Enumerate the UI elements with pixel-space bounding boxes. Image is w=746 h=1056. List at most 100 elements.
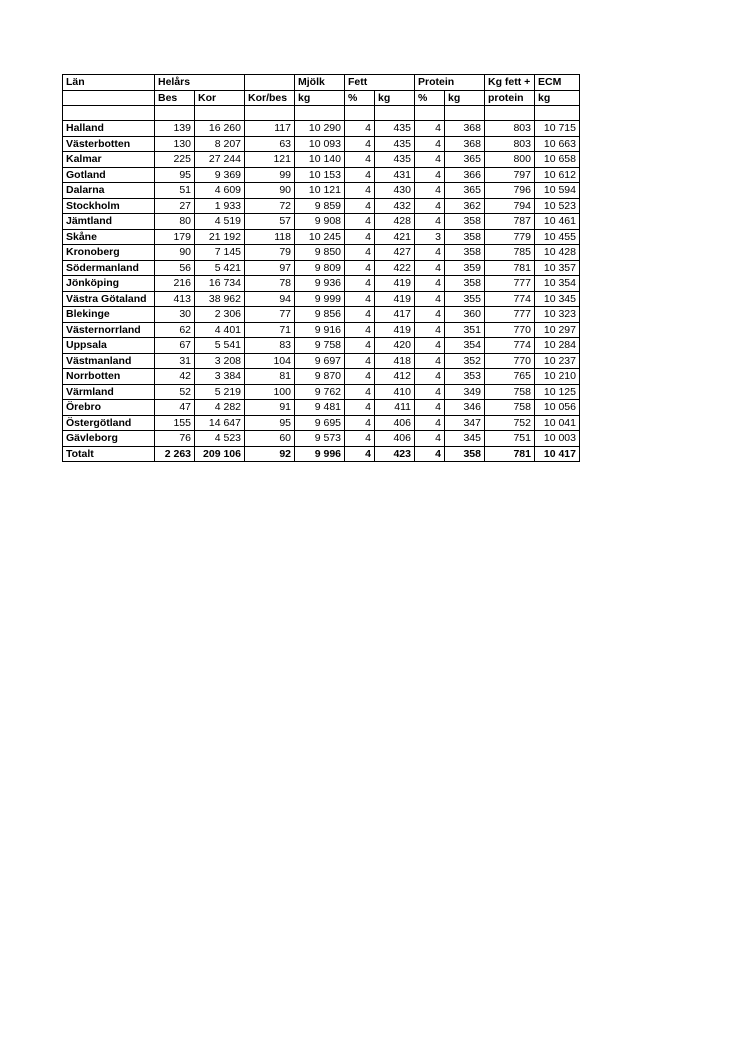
cell-fettkg: 420 <box>375 338 415 354</box>
cell-mjolk: 9 870 <box>295 369 345 385</box>
cell-protp: 4 <box>415 322 445 338</box>
cell-bes: 80 <box>155 214 195 230</box>
cell-korbes: 117 <box>245 121 295 137</box>
col-lan: Län <box>63 75 155 91</box>
table-row: Jämtland804 519579 9084428435878710 461 <box>63 214 580 230</box>
table-row: Örebro474 282919 4814411434675810 056 <box>63 400 580 416</box>
cell-fettp: 4 <box>345 307 375 323</box>
cell-fettp: 4 <box>345 121 375 137</box>
cell-protkg: 360 <box>445 307 485 323</box>
cell-bes: 62 <box>155 322 195 338</box>
cell-protp: 4 <box>415 400 445 416</box>
cell-ecm: 10 284 <box>535 338 580 354</box>
cell-protp: 3 <box>415 229 445 245</box>
cell-kor: 4 523 <box>195 431 245 447</box>
cell-protkg: 365 <box>445 152 485 168</box>
cell-fettp: 4 <box>345 229 375 245</box>
cell-fettp: 4 <box>345 415 375 431</box>
cell-protkg: 366 <box>445 167 485 183</box>
cell-mjolk: 10 093 <box>295 136 345 152</box>
cell-mjolk: 9 809 <box>295 260 345 276</box>
cell-protkg: 358 <box>445 214 485 230</box>
table-row: Uppsala675 541839 7584420435477410 284 <box>63 338 580 354</box>
cell-protkg: 362 <box>445 198 485 214</box>
cell-fettkg: 427 <box>375 245 415 261</box>
cell-kgfp: 779 <box>485 229 535 245</box>
cell-fettp: 4 <box>345 446 375 462</box>
cell-fettkg: 428 <box>375 214 415 230</box>
cell-bes: 42 <box>155 369 195 385</box>
cell-protp: 4 <box>415 183 445 199</box>
cell-korbes: 90 <box>245 183 295 199</box>
cell-bes: 139 <box>155 121 195 137</box>
cell-protp: 4 <box>415 369 445 385</box>
cell-kgfp: 777 <box>485 276 535 292</box>
cell-lan: Uppsala <box>63 338 155 354</box>
cell-bes: 76 <box>155 431 195 447</box>
cell-korbes: 78 <box>245 276 295 292</box>
cell-lan: Totalt <box>63 446 155 462</box>
cell-kgfp: 752 <box>485 415 535 431</box>
cell-kor: 38 962 <box>195 291 245 307</box>
cell-kgfp: 794 <box>485 198 535 214</box>
cell-fettp: 4 <box>345 152 375 168</box>
cell-korbes: 71 <box>245 322 295 338</box>
cell-fettkg: 412 <box>375 369 415 385</box>
col-blank1 <box>245 75 295 91</box>
cell-kgfp: 787 <box>485 214 535 230</box>
cell-bes: 51 <box>155 183 195 199</box>
header-row-2: Bes Kor Kor/bes kg % kg % kg protein kg <box>63 90 580 106</box>
cell-kgfp: 777 <box>485 307 535 323</box>
cell-lan: Stockholm <box>63 198 155 214</box>
cell-lan: Östergötland <box>63 415 155 431</box>
cell-ecm: 10 041 <box>535 415 580 431</box>
cell-lan: Kronoberg <box>63 245 155 261</box>
cell-lan: Jönköping <box>63 276 155 292</box>
cell-protkg: 359 <box>445 260 485 276</box>
cell-lan: Blekinge <box>63 307 155 323</box>
cell-ecm: 10 297 <box>535 322 580 338</box>
cell-protp: 4 <box>415 276 445 292</box>
cell-fettkg: 406 <box>375 431 415 447</box>
table-row: Stockholm271 933729 8594432436279410 523 <box>63 198 580 214</box>
cell-lan: Västerbotten <box>63 136 155 152</box>
cell-korbes: 77 <box>245 307 295 323</box>
cell-ecm: 10 354 <box>535 276 580 292</box>
cell-protkg: 355 <box>445 291 485 307</box>
cell-protkg: 353 <box>445 369 485 385</box>
cell-fettp: 4 <box>345 167 375 183</box>
cell-protp: 4 <box>415 431 445 447</box>
table-row: Västerbotten1308 2076310 093443543688031… <box>63 136 580 152</box>
table-row: Kalmar22527 24412110 1404435436580010 65… <box>63 152 580 168</box>
col2-kg2: kg <box>375 90 415 106</box>
cell-kor: 4 519 <box>195 214 245 230</box>
cell-korbes: 97 <box>245 260 295 276</box>
cell-kor: 7 145 <box>195 245 245 261</box>
cell-fettkg: 432 <box>375 198 415 214</box>
cell-lan: Norrbotten <box>63 369 155 385</box>
cell-mjolk: 9 916 <box>295 322 345 338</box>
col2-blank <box>63 90 155 106</box>
cell-ecm: 10 345 <box>535 291 580 307</box>
cell-protkg: 358 <box>445 446 485 462</box>
cell-fettp: 4 <box>345 369 375 385</box>
cell-kgfp: 803 <box>485 121 535 137</box>
cell-ecm: 10 658 <box>535 152 580 168</box>
cell-korbes: 83 <box>245 338 295 354</box>
cell-protp: 4 <box>415 291 445 307</box>
cell-kor: 16 260 <box>195 121 245 137</box>
cell-fettkg: 411 <box>375 400 415 416</box>
cell-bes: 179 <box>155 229 195 245</box>
cell-ecm: 10 461 <box>535 214 580 230</box>
cell-kor: 4 401 <box>195 322 245 338</box>
table-body: Halland13916 26011710 2904435436880310 7… <box>63 121 580 462</box>
cell-lan: Västmanland <box>63 353 155 369</box>
cell-kor: 3 208 <box>195 353 245 369</box>
cell-protp: 4 <box>415 307 445 323</box>
spacer-row <box>63 106 580 121</box>
cell-ecm: 10 357 <box>535 260 580 276</box>
cell-fettkg: 419 <box>375 291 415 307</box>
cell-ecm: 10 455 <box>535 229 580 245</box>
cell-mjolk: 9 758 <box>295 338 345 354</box>
cell-protp: 4 <box>415 167 445 183</box>
